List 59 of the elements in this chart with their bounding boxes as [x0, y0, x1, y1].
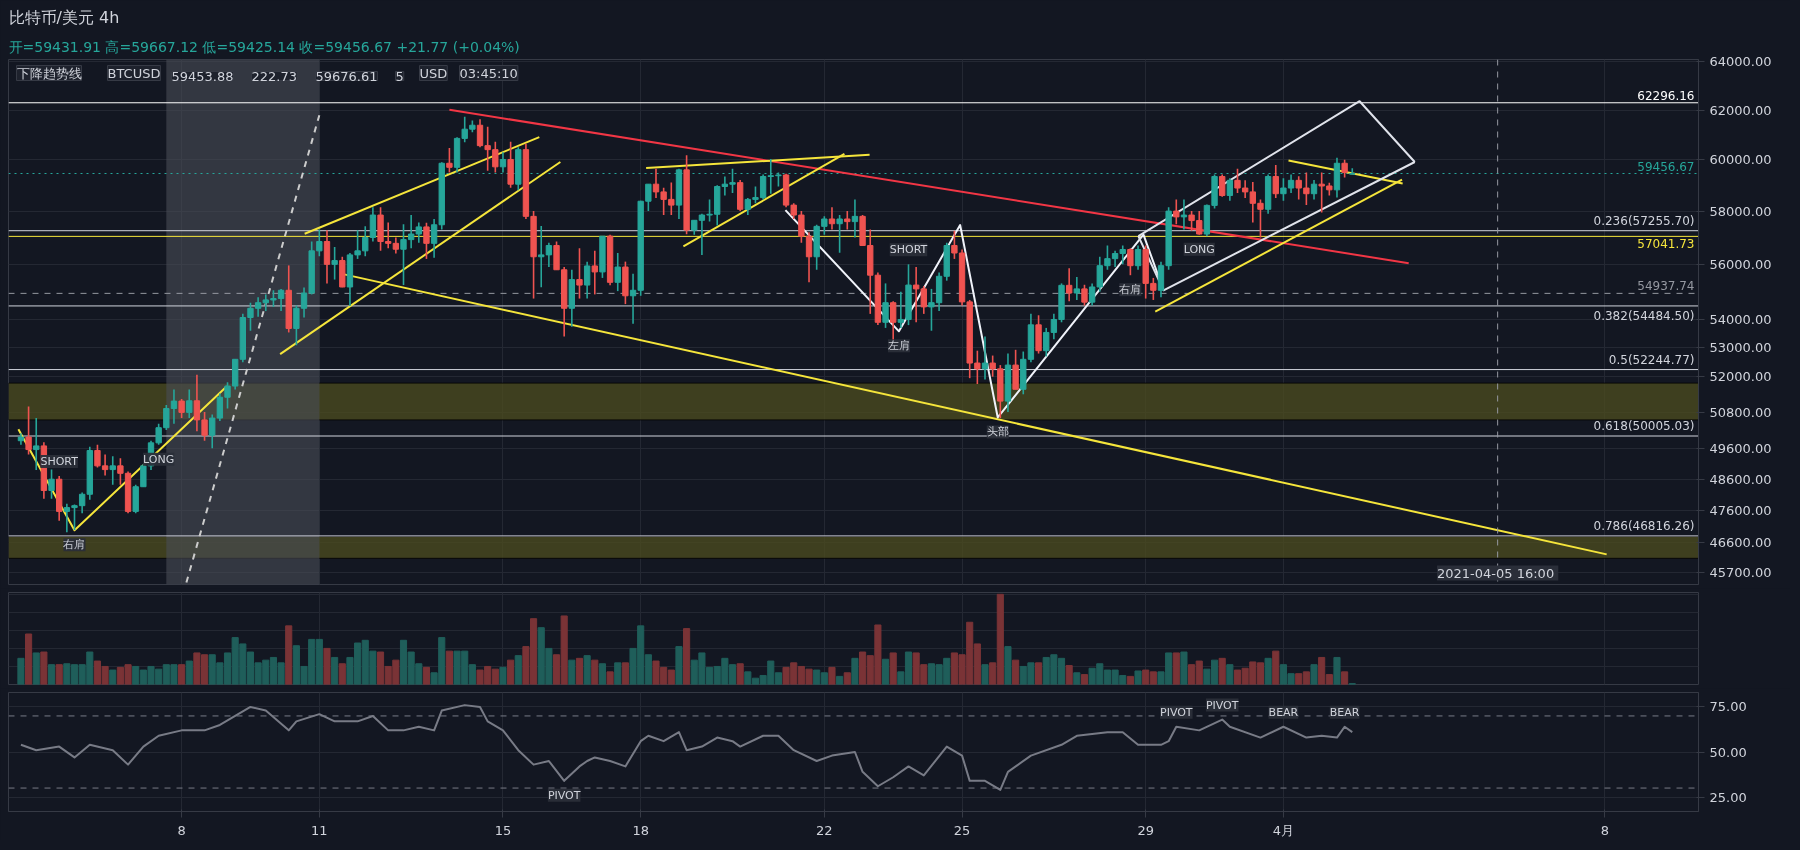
annotation: 03:45:10: [459, 65, 518, 81]
y-tick-label: 62000.00: [1709, 102, 1772, 118]
y-tick-label: 46600.00: [1709, 535, 1772, 551]
annotation: BEAR: [1329, 705, 1360, 719]
y-tick-label: 75.00: [1709, 699, 1747, 715]
annotation: SHORT: [889, 243, 928, 257]
annotation: LONG: [1183, 242, 1215, 256]
ref-line-label: 59456.67: [1637, 159, 1695, 174]
y-tick-label: 56000.00: [1709, 256, 1772, 272]
y-tick-label: 47600.00: [1709, 503, 1772, 519]
chart-subtitle: 开=59431.91 高=59667.12 低=59425.14 收=59456.67 +21.77 (+0.04%): [8, 38, 520, 55]
annotation: SHORT: [40, 455, 79, 469]
annotation: 右肩: [63, 538, 86, 552]
y-tick-label: 25.00: [1709, 789, 1747, 805]
y-tick-label: 49600.00: [1709, 440, 1772, 456]
ref-line-label: 0.618(50005.03): [1593, 419, 1695, 434]
x-tick-label: 29: [1137, 822, 1154, 838]
x-tick-label: 15: [494, 822, 512, 838]
y-tick-label: 53000.00: [1709, 340, 1772, 356]
annotation: PIVOT: [547, 788, 581, 802]
ref-line-label: 57041.73: [1637, 237, 1695, 252]
chart-title: 比特币/美元 4h: [8, 7, 120, 27]
ref-line-label: 0.786(46816.26): [1593, 518, 1695, 533]
annotation: BTCUSD: [107, 65, 161, 81]
ref-line-label: 0.5(52244.77): [1608, 352, 1695, 367]
y-tick-label: 48600.00: [1709, 471, 1772, 487]
y-tick-label: 52000.00: [1709, 369, 1772, 385]
ref-line-label: 54937.74: [1637, 279, 1695, 294]
x-tick-label: 25: [953, 822, 971, 838]
y-tick-label: 60000.00: [1709, 152, 1772, 168]
annotation: 222.73: [251, 68, 297, 84]
annotation: 下降趋势线: [16, 65, 82, 81]
ref-line-label: 62296.16: [1637, 88, 1695, 103]
y-tick-label: 50.00: [1709, 744, 1747, 760]
annotation: PIVOT: [1160, 705, 1193, 719]
ref-line-label: 0.382(54484.50): [1593, 308, 1695, 323]
ref-line-label: 0.236(57255.70): [1593, 213, 1695, 228]
annotation: USD: [419, 65, 448, 81]
annotation: BEAR: [1268, 705, 1299, 719]
y-tick-label: 45700.00: [1709, 565, 1772, 581]
annotation: 左肩: [887, 339, 910, 353]
x-tick-label: 4月: [1272, 822, 1295, 838]
annotation: 5: [395, 68, 404, 84]
annotation: 右肩: [1119, 283, 1142, 297]
y-tick-label: 50800.00: [1709, 404, 1772, 420]
y-tick-label: 54000.00: [1709, 311, 1772, 327]
x-tick-label: 11: [311, 822, 328, 838]
x-tick-label: 8: [177, 822, 186, 838]
annotation: PIVOT: [1205, 698, 1239, 712]
x-tick-label: 8: [1600, 822, 1609, 838]
annotation: 59676.61: [315, 68, 378, 84]
x-tick-label: 18: [632, 822, 649, 838]
y-tick-label: 58000.00: [1709, 203, 1772, 219]
annotation: 59453.88: [171, 68, 234, 84]
annotation: LONG: [143, 452, 175, 466]
ref-line-label: 2021-04-05 16:00: [1437, 565, 1555, 581]
x-tick-label: 22: [816, 822, 833, 838]
y-tick-label: 64000.00: [1709, 54, 1772, 70]
annotation: 头部: [986, 425, 1009, 439]
